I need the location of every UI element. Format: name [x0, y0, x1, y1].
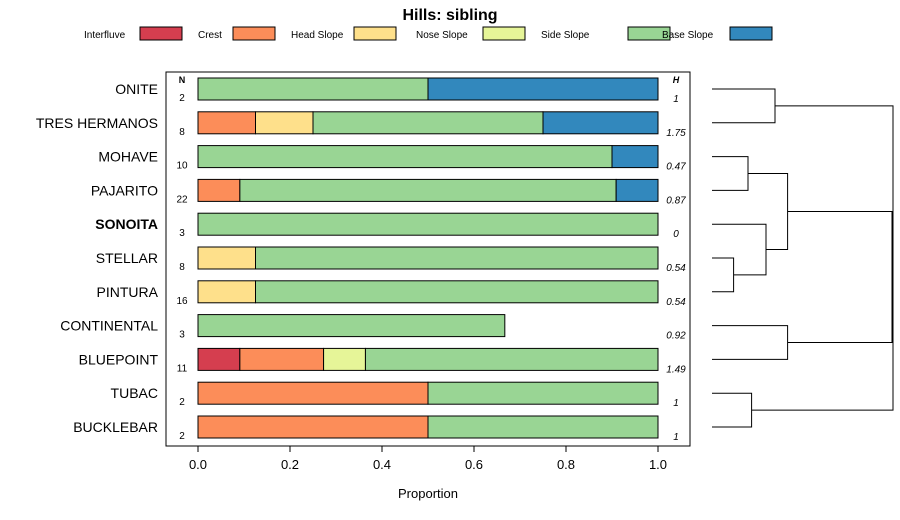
legend-label-base-slope: Base Slope — [662, 30, 714, 41]
chart-title: Hills: sibling — [402, 7, 497, 24]
x-tick-label: 0.8 — [557, 457, 575, 472]
legend-swatch-head-slope — [353, 26, 397, 41]
bar-continental-side-slope — [197, 314, 506, 338]
legend-label-interfluve: Interfluve — [84, 30, 126, 41]
n-label-sonoita: 3 — [179, 228, 185, 239]
legend-label-head-slope: Head Slope — [291, 30, 344, 41]
h-label-bluepoint: 1.49 — [666, 364, 686, 375]
legend-swatch-nose-slope — [482, 26, 526, 41]
y-label-bluepoint: BLUEPOINT — [79, 351, 159, 367]
h-label-continental: 0.92 — [666, 331, 686, 342]
y-label-pajarito: PAJARITO — [91, 182, 158, 198]
dendro-branch-root — [751, 105, 894, 411]
dendro-branch-tubac-bucklebar — [712, 392, 753, 428]
legend-swatch-base-slope — [729, 26, 773, 41]
n-label-onite: 2 — [179, 93, 185, 104]
y-label-pintura: PINTURA — [97, 284, 159, 300]
n-label-mohave: 10 — [176, 161, 188, 172]
dendro-branch-mohave-pajarito — [712, 156, 749, 191]
plot-frame — [165, 71, 691, 447]
y-label-sonoita: SONOITA — [95, 216, 158, 232]
bar-tubac-side-slope — [427, 381, 659, 405]
x-tick-label: 0.6 — [465, 457, 483, 472]
bar-pajarito-base-slope — [615, 178, 659, 202]
bar-tres-hermanos-head-slope — [255, 111, 314, 135]
x-axis: 0.0 0.2 0.4 0.6 0.8 1.0 — [189, 446, 667, 472]
bar-onite-side-slope — [197, 77, 429, 101]
n-label-stellar: 8 — [179, 262, 185, 273]
legend-swatch-crest — [232, 26, 276, 41]
h-label-pintura: 0.54 — [666, 297, 686, 308]
h-label-bucklebar: 1 — [673, 432, 679, 443]
h-label-onite: 1 — [673, 94, 679, 105]
n-label-pintura: 16 — [176, 296, 188, 307]
legend-label-side-slope: Side Slope — [541, 30, 590, 41]
h-header: H — [673, 75, 680, 85]
y-label-onite: ONITE — [115, 81, 158, 97]
n-label-tres-hermanos: 8 — [179, 127, 185, 138]
bar-tres-hermanos-base-slope — [542, 111, 659, 135]
bar-bluepoint-interfluve — [197, 347, 241, 371]
bar-stellar-head-slope — [197, 246, 256, 270]
legend-label-nose-slope: Nose Slope — [416, 30, 468, 41]
bar-tres-hermanos-crest — [197, 111, 256, 135]
bar-mohave-base-slope — [611, 145, 659, 169]
h-label-stellar: 0.54 — [666, 263, 686, 274]
dendro-branch-continental-bluepoint — [712, 325, 789, 360]
bar-stellar-side-slope — [255, 246, 659, 270]
bars — [197, 77, 659, 439]
legend-swatch-side-slope — [627, 26, 671, 41]
h-label-sonoita: 0 — [673, 229, 679, 240]
x-tick-label: 0.4 — [373, 457, 391, 472]
x-tick-label: 0.2 — [281, 457, 299, 472]
bar-tubac-crest — [197, 381, 429, 405]
bar-tres-hermanos-side-slope — [312, 111, 544, 135]
n-label-pajarito: 22 — [176, 194, 188, 205]
bar-pintura-side-slope — [255, 280, 659, 304]
bar-bucklebar-side-slope — [427, 415, 659, 439]
n-label-bluepoint: 11 — [177, 363, 188, 374]
legend-label-crest: Crest — [198, 30, 222, 41]
bar-bucklebar-crest — [197, 415, 429, 439]
y-axis-labels: ONITE TRES HERMANOS MOHAVE PAJARITO SONOITA S… — [36, 81, 159, 435]
dendro-branch-stellar-pintura — [712, 257, 735, 293]
bar-bluepoint-side-slope — [364, 347, 659, 371]
h-label-pajarito: 0.87 — [666, 195, 686, 206]
legend: Interfluve Crest Head Slope Nose Slope Side … — [84, 26, 773, 41]
dendrogram — [712, 88, 894, 428]
x-tick-label: 0.0 — [189, 457, 207, 472]
y-label-bucklebar: BUCKLEBAR — [73, 419, 158, 435]
dendro-branch-onite-tres-hermanos — [712, 88, 776, 124]
h-label-mohave: 0.47 — [666, 162, 686, 173]
y-label-mohave: MOHAVE — [98, 149, 158, 165]
bar-pintura-head-slope — [197, 280, 256, 304]
bar-bluepoint-crest — [239, 347, 325, 371]
n-label-tubac: 2 — [179, 397, 185, 408]
x-axis-label: Proportion — [398, 486, 458, 501]
legend-swatch-interfluve — [139, 26, 183, 41]
n-label-continental: 3 — [179, 330, 185, 341]
h-label-tubac: 1 — [673, 398, 679, 409]
dendro-branch-sonoita-group — [712, 223, 767, 276]
y-label-continental: CONTINENTAL — [60, 318, 158, 334]
y-label-tubac: TUBAC — [111, 385, 158, 401]
bar-onite-base-slope — [427, 77, 659, 101]
n-label-bucklebar: 2 — [179, 431, 185, 442]
dendro-branch-middle-cluster — [787, 211, 893, 343]
bar-sonoita-side-slope — [197, 212, 659, 236]
y-label-stellar: STELLAR — [96, 250, 158, 266]
h-labels: 1 1.75 0.47 0.87 0 0.54 0.54 0.92 1.49 1 1 — [666, 94, 686, 443]
dendro-branch-mohave-to-pintura — [748, 173, 789, 251]
h-label-tres-hermanos: 1.75 — [666, 128, 686, 139]
x-tick-label: 1.0 — [649, 457, 667, 472]
bar-mohave-side-slope — [197, 145, 613, 169]
bar-pajarito-crest — [197, 178, 241, 202]
bar-pajarito-side-slope — [239, 178, 617, 202]
n-header: N — [179, 75, 186, 85]
y-label-tres-hermanos: TRES HERMANOS — [36, 115, 158, 131]
bar-bluepoint-nose-slope — [323, 347, 366, 371]
